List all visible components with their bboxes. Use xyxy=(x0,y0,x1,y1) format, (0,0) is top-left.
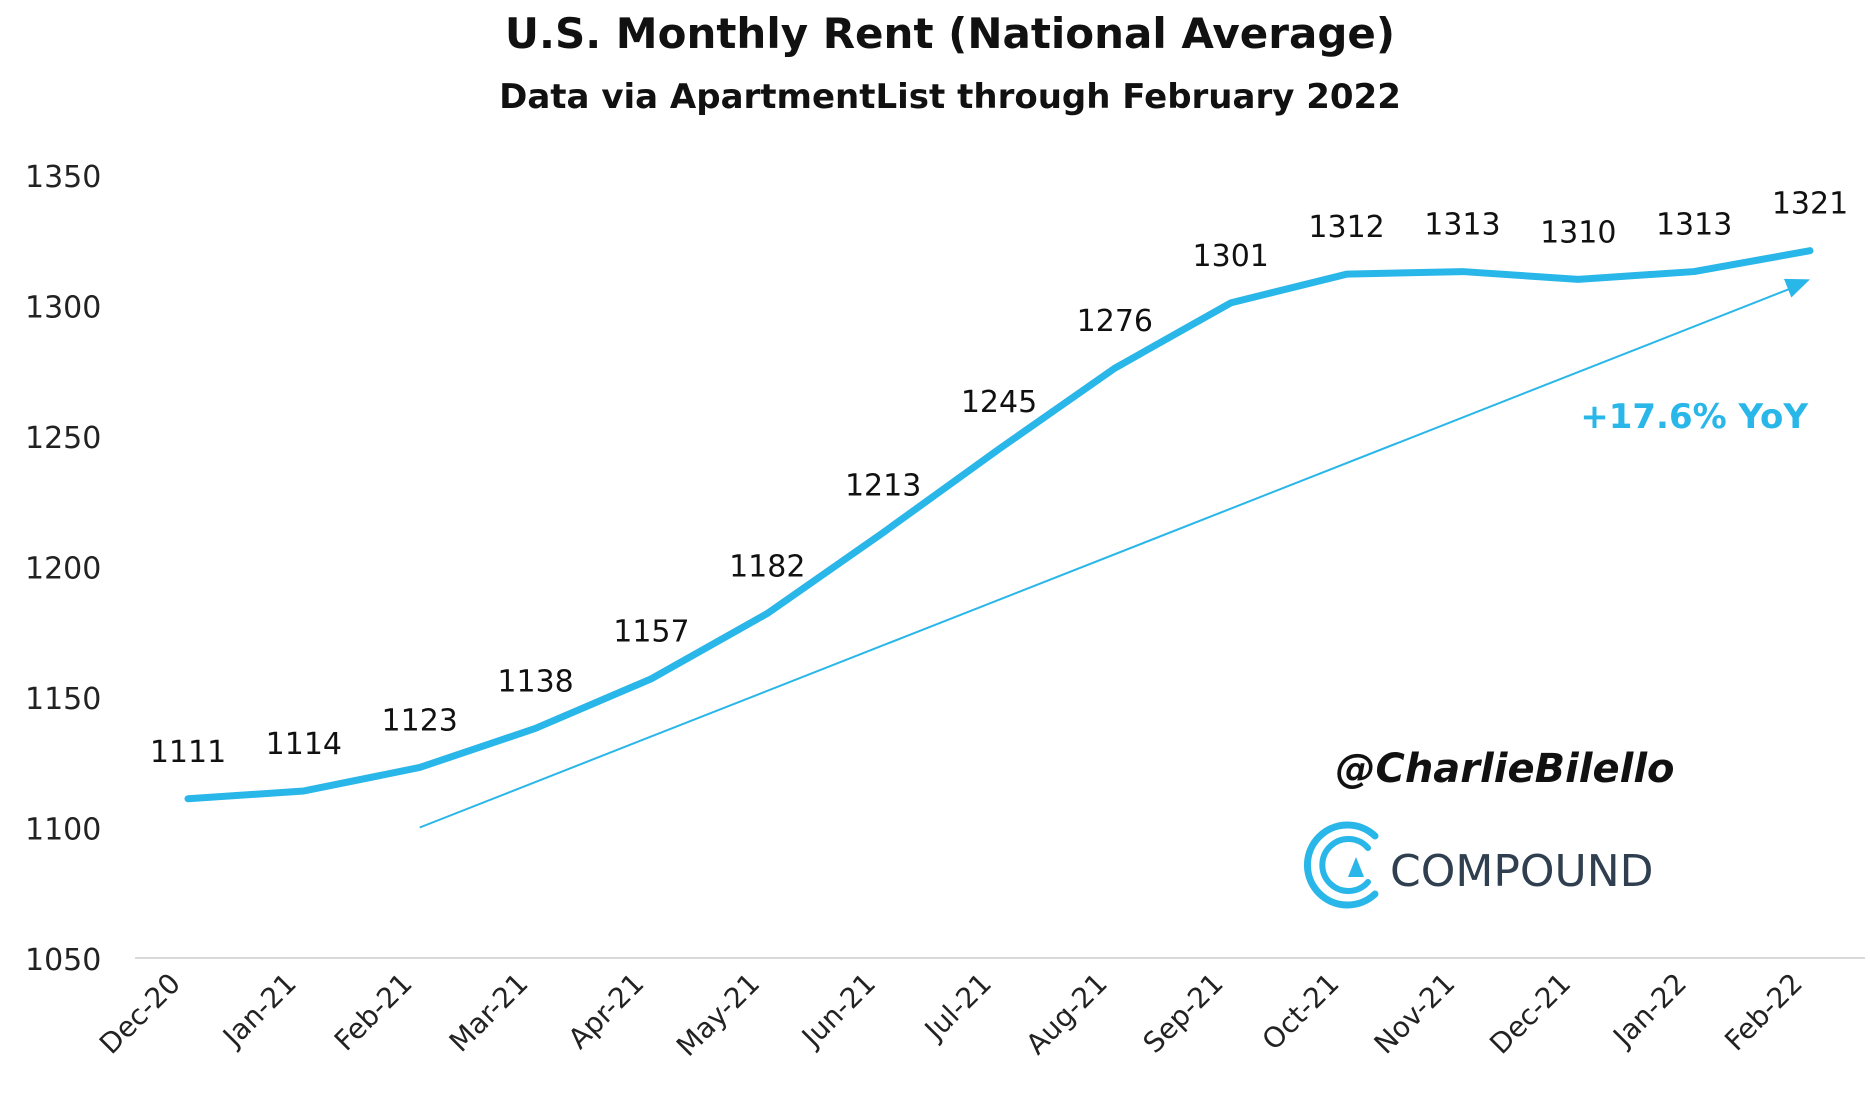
data-label: 1123 xyxy=(382,703,458,738)
x-tick-label: Sep-21 xyxy=(1137,967,1230,1060)
y-tick-label: 1100 xyxy=(25,813,101,848)
data-label: 1157 xyxy=(613,615,689,650)
data-label: 1111 xyxy=(150,735,226,770)
y-tick-label: 1350 xyxy=(25,160,101,195)
data-label: 1138 xyxy=(497,664,573,699)
x-tick-label: Feb-21 xyxy=(328,967,419,1058)
data-label: 1313 xyxy=(1424,208,1500,243)
x-tick-label: Apr-21 xyxy=(562,967,651,1056)
data-label: 1313 xyxy=(1656,208,1732,243)
rent-series-line xyxy=(184,247,1814,803)
data-label: 1213 xyxy=(845,469,921,504)
data-label: 1245 xyxy=(961,385,1037,420)
data-label: 1301 xyxy=(1193,239,1269,274)
trend-arrow xyxy=(419,278,1810,829)
data-labels: 1111 1114 1123 1138 1157 1182 1213 1245 1276 1301… xyxy=(150,187,1848,770)
x-tick-label: Jan-21 xyxy=(215,967,303,1055)
x-tick-label: Dec-21 xyxy=(1483,967,1577,1061)
y-tick-label: 1050 xyxy=(25,943,101,978)
yoy-annotation: +17.6% YoY xyxy=(1580,397,1808,437)
series-line xyxy=(184,247,1814,803)
compound-logo-icon xyxy=(1303,821,1379,909)
trend-arrow-line xyxy=(419,285,1797,829)
y-axis-ticks: 1050 1100 1150 1200 1250 1300 1350 xyxy=(25,160,101,978)
x-tick-label: May-21 xyxy=(670,967,766,1063)
x-tick-label: Oct-21 xyxy=(1256,967,1346,1057)
author-handle: @CharlieBilello xyxy=(1335,746,1674,792)
y-tick-label: 1150 xyxy=(25,682,101,717)
data-label: 1182 xyxy=(729,549,805,584)
x-tick-label: Jan-22 xyxy=(1605,967,1693,1055)
data-label: 1321 xyxy=(1772,187,1848,222)
x-tick-label: Nov-21 xyxy=(1368,967,1462,1061)
data-label: 1310 xyxy=(1540,215,1616,250)
x-tick-label: Dec-20 xyxy=(93,967,187,1061)
chart-subtitle: Data via ApartmentList through February … xyxy=(499,77,1401,117)
x-tick-label: Mar-21 xyxy=(443,967,535,1059)
data-label: 1114 xyxy=(266,727,342,762)
x-tick-label: Jun-21 xyxy=(794,967,882,1055)
x-tick-label: Aug-21 xyxy=(1019,967,1113,1061)
data-label: 1312 xyxy=(1308,210,1384,245)
x-tick-label: Feb-22 xyxy=(1718,967,1809,1058)
y-tick-label: 1200 xyxy=(25,552,101,587)
data-label: 1276 xyxy=(1077,304,1153,339)
y-tick-label: 1300 xyxy=(25,291,101,326)
x-axis-ticks: Dec-20 Jan-21 Feb-21 Mar-21 Apr-21 May-21 Jun-… xyxy=(93,967,1809,1063)
x-tick-label: Jul-21 xyxy=(917,967,998,1048)
trend-arrow-head xyxy=(1784,278,1810,298)
compound-logo-text: COMPOUND xyxy=(1390,846,1653,897)
chart-title: U.S. Monthly Rent (National Average) xyxy=(505,9,1395,58)
y-tick-label: 1250 xyxy=(25,421,101,456)
